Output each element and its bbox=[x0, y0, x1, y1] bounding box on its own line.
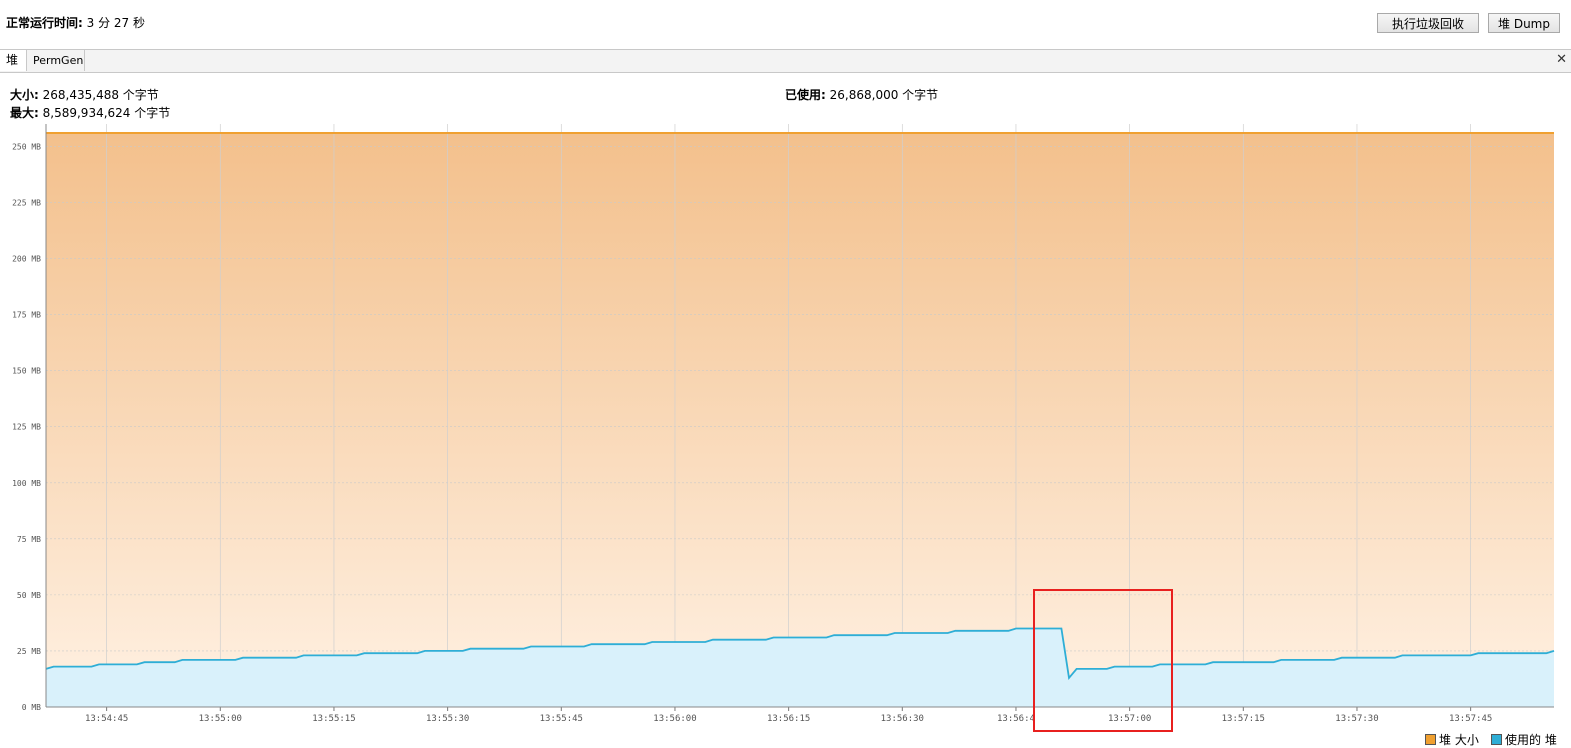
used-heap-line bbox=[45, 627, 1555, 680]
heap-size-value: 268,435,488 个字节 bbox=[42, 88, 159, 102]
x-tick-label: 13:56:15 bbox=[767, 714, 810, 724]
heap-dump-button[interactable]: 堆 Dump bbox=[1488, 13, 1560, 33]
top-bar: 正常运行时间: 3 分 27 秒 执行垃圾回收 堆 Dump bbox=[0, 0, 1571, 48]
y-tick-label: 250 MB bbox=[12, 142, 41, 151]
gc-drop-highlight-box bbox=[1033, 589, 1173, 732]
x-tick-label: 13:57:45 bbox=[1449, 714, 1492, 724]
legend-used-heap: 使用的 堆 bbox=[1491, 731, 1557, 748]
used-heap-area bbox=[46, 628, 1554, 707]
uptime-label: 正常运行时间: bbox=[6, 16, 83, 30]
y-tick-label: 225 MB bbox=[12, 198, 41, 207]
heap-used-label: 已使用: bbox=[785, 88, 826, 102]
y-tick-label: 75 MB bbox=[17, 535, 41, 544]
uptime-display: 正常运行时间: 3 分 27 秒 bbox=[6, 14, 145, 31]
y-tick-label: 50 MB bbox=[17, 591, 41, 600]
heap-max-value: 8,589,934,624 个字节 bbox=[42, 106, 171, 120]
heap-max-info: 最大: 8,589,934,624 个字节 bbox=[10, 104, 170, 121]
tab-bar: 堆 PermGen ✕ bbox=[0, 49, 1571, 73]
legend-used-heap-label: 使用的 堆 bbox=[1505, 733, 1557, 747]
used-heap-swatch bbox=[1491, 734, 1502, 745]
x-tick-label: 13:55:45 bbox=[540, 714, 583, 724]
y-tick-label: 175 MB bbox=[12, 311, 41, 320]
x-tick-label: 13:55:15 bbox=[312, 714, 355, 724]
heap-size-info: 大小: 268,435,488 个字节 bbox=[10, 86, 159, 103]
heap-size-label: 大小: bbox=[10, 88, 39, 102]
x-tick-label: 13:57:15 bbox=[1222, 714, 1265, 724]
y-tick-label: 0 MB bbox=[22, 703, 41, 712]
heap-size-swatch bbox=[1425, 734, 1436, 745]
legend-heap-size-label: 堆 大小 bbox=[1439, 733, 1479, 747]
y-tick-label: 100 MB bbox=[12, 479, 41, 488]
y-tick-label: 150 MB bbox=[12, 367, 41, 376]
y-tick-label: 25 MB bbox=[17, 647, 41, 656]
x-tick-label: 13:54:45 bbox=[85, 714, 128, 724]
y-tick-label: 125 MB bbox=[12, 423, 41, 432]
x-tick-label: 13:57:30 bbox=[1335, 714, 1378, 724]
tab-heap[interactable]: 堆 bbox=[0, 50, 27, 71]
heap-size-area bbox=[46, 132, 1554, 707]
y-tick-label: 200 MB bbox=[12, 255, 41, 264]
heap-used-value: 26,868,000 个字节 bbox=[829, 88, 939, 102]
heap-chart: 0 MB 25 MB 50 MB 75 MB 100 MB 125 MB 150 MB 175… bbox=[12, 124, 1555, 724]
x-tick-label: 13:56:00 bbox=[653, 714, 696, 724]
x-tick-label: 13:55:00 bbox=[199, 714, 242, 724]
x-tick-label: 13:57:00 bbox=[1108, 714, 1151, 724]
tab-permgen[interactable]: PermGen bbox=[27, 50, 85, 71]
heap-used-info: 已使用: 26,868,000 个字节 bbox=[785, 86, 938, 103]
uptime-value: 3 分 27 秒 bbox=[86, 16, 145, 30]
x-tick-label: 13:56:4 bbox=[997, 714, 1035, 724]
heap-max-label: 最大: bbox=[10, 106, 39, 120]
close-icon[interactable]: ✕ bbox=[1556, 52, 1567, 67]
x-tick-label: 13:56:30 bbox=[881, 714, 924, 724]
perform-gc-button[interactable]: 执行垃圾回收 bbox=[1377, 13, 1479, 33]
legend-heap-size: 堆 大小 bbox=[1425, 731, 1479, 748]
x-tick-label: 13:55:30 bbox=[426, 714, 469, 724]
